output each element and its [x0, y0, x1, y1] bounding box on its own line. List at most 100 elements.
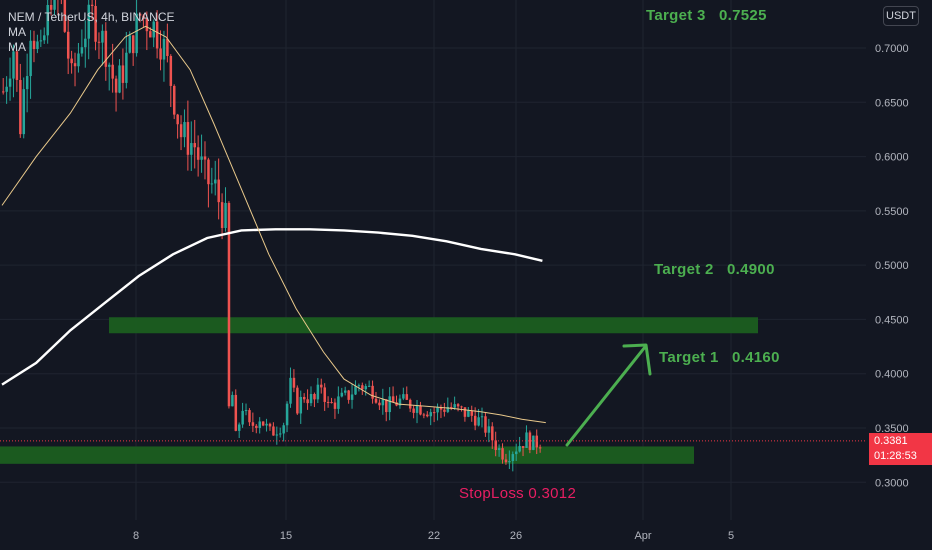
candle-body: [473, 415, 477, 426]
candle-body: [470, 410, 474, 416]
candle-body: [340, 392, 344, 397]
candle-body: [456, 404, 460, 407]
candle-body: [285, 403, 289, 426]
stoploss-label: StopLoss 0.3012: [459, 485, 577, 502]
candle-body: [94, 5, 97, 42]
y-tick-label: 0.6000: [875, 152, 909, 164]
candle-body: [272, 426, 275, 436]
target-1-label: Target 1 0.4160: [659, 349, 780, 366]
x-tick-label: Apr: [634, 530, 651, 542]
candle-body: [467, 410, 470, 417]
candle-body: [224, 202, 227, 228]
candle-body: [316, 384, 320, 400]
ma-fast-line: [1, 25, 546, 424]
candle-body: [302, 396, 306, 400]
candle-body: [66, 31, 70, 59]
y-tick-label: 0.6500: [875, 97, 909, 109]
candle-body: [347, 390, 350, 400]
y-tick-label: 0.3500: [875, 423, 909, 435]
candle-body: [84, 38, 87, 48]
candle-body: [504, 459, 508, 463]
candle-body: [450, 406, 453, 408]
candle-body: [25, 76, 29, 90]
candle-body: [101, 30, 104, 43]
candle-body: [210, 183, 214, 185]
time-axis[interactable]: 8 15 22 26 Apr 5: [133, 530, 734, 542]
candle-body: [296, 387, 299, 414]
candle-body: [515, 451, 518, 455]
symbol-line[interactable]: NEM / TetherUS, 4h, BINANCE: [8, 10, 175, 24]
indicator-ma-2[interactable]: MA: [8, 40, 26, 54]
candle-body: [5, 86, 8, 92]
candle-body: [275, 434, 279, 436]
y-tick-label: 0.5000: [875, 260, 909, 272]
candle-body: [196, 147, 200, 160]
bar-countdown: 01:28:53: [874, 450, 917, 462]
candle-body: [200, 156, 203, 160]
candle-body: [183, 122, 186, 138]
candle-body: [408, 399, 412, 409]
candle-body: [477, 417, 480, 426]
candle-body: [2, 91, 5, 93]
candle-body: [53, 0, 56, 10]
candle-body: [326, 401, 330, 403]
candle-body: [378, 402, 381, 406]
candle-body: [463, 407, 467, 417]
candle-body: [108, 64, 111, 67]
candle-body: [309, 394, 313, 404]
candle-body: [244, 410, 248, 412]
candle-body: [398, 398, 402, 406]
candle-body: [193, 143, 197, 148]
candle-body: [330, 402, 333, 404]
candle-body: [190, 143, 193, 155]
candle-body: [402, 394, 405, 399]
candle-body: [169, 55, 173, 86]
candle-body: [70, 58, 73, 64]
candle-body: [118, 65, 121, 93]
price-axis[interactable]: 0.7000 0.6500 0.6000 0.5500 0.5000 0.4500 0.40…: [875, 43, 909, 489]
y-tick-label: 0.3000: [875, 477, 909, 489]
candle-body: [166, 38, 169, 56]
candle-body: [337, 396, 340, 409]
candle-body: [237, 424, 241, 431]
candle-body: [385, 399, 388, 413]
candle-body: [388, 396, 391, 413]
candle-body: [354, 386, 357, 395]
candle-body: [484, 416, 487, 433]
candle-body: [29, 40, 32, 77]
candles: [2, 0, 542, 472]
candle-body: [121, 65, 125, 83]
candle-body: [159, 48, 162, 60]
candle-body: [77, 53, 80, 67]
candle-body: [323, 387, 326, 402]
candle-body: [125, 52, 128, 83]
candle-body: [46, 5, 49, 36]
candle-body: [186, 122, 190, 155]
candle-body: [443, 409, 446, 412]
candle-body: [279, 433, 282, 435]
candle-body: [350, 394, 354, 400]
indicator-ma-1[interactable]: MA: [8, 25, 26, 39]
candle-body: [419, 405, 422, 415]
candle-body: [292, 377, 296, 388]
candle-body: [374, 398, 378, 403]
candle-body: [80, 47, 84, 54]
candle-body: [87, 4, 90, 39]
candle-body: [173, 85, 176, 115]
candle-body: [241, 410, 244, 425]
candle-body: [521, 446, 525, 448]
candle-body: [439, 407, 443, 410]
candle-body: [248, 410, 251, 423]
candle-body: [511, 454, 515, 462]
candle-body: [155, 21, 159, 49]
currency-button[interactable]: USDT: [883, 6, 919, 26]
candle-body: [460, 406, 463, 408]
candle-body: [149, 31, 152, 38]
candle-body: [268, 423, 272, 427]
y-tick-label: 0.4000: [875, 369, 909, 381]
candle-body: [453, 404, 456, 408]
candle-body: [535, 435, 539, 448]
candle-body: [32, 40, 36, 50]
x-tick-label: 26: [510, 530, 522, 542]
